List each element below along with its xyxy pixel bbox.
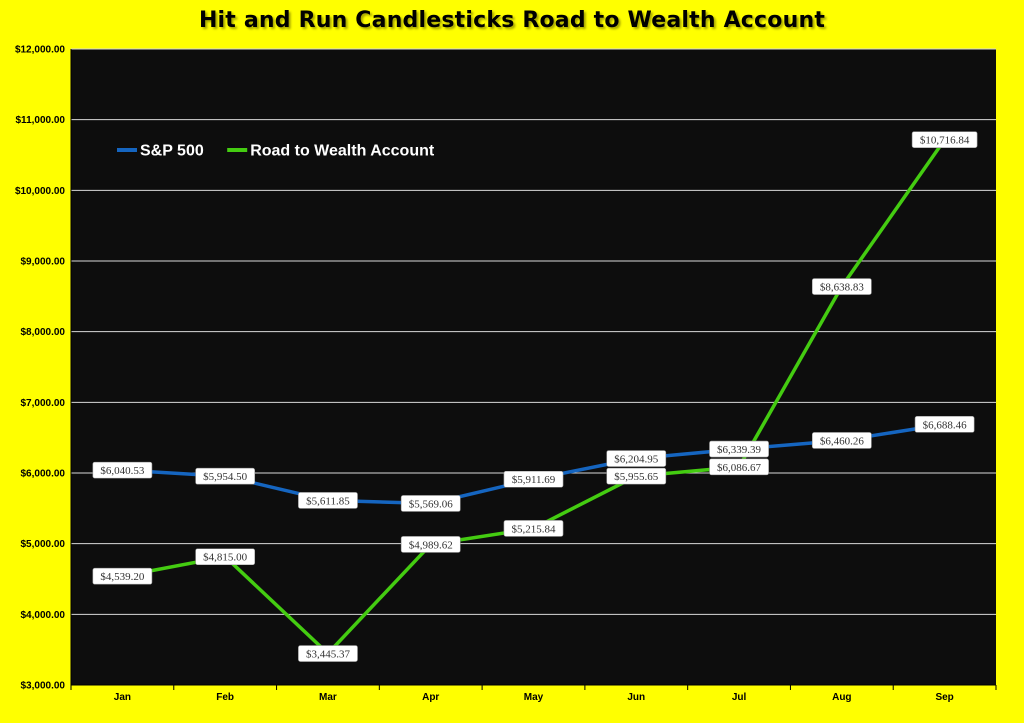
y-tick-label: $10,000.00 <box>15 186 65 197</box>
data-label-text: $6,204.95 <box>614 454 659 466</box>
data-label-text: $5,569.06 <box>409 498 454 510</box>
data-label-box <box>92 567 153 585</box>
legend-label: S&P 500 <box>140 143 204 160</box>
data-label-box <box>811 432 872 449</box>
y-tick-label: $11,000.00 <box>16 115 66 126</box>
data-label: $6,339.39 <box>709 440 769 458</box>
data-label-text: $5,215.84 <box>512 523 557 535</box>
data-label-text: $6,460.26 <box>820 435 865 447</box>
legend: S&P 500 Road to Wealth Account <box>117 143 435 160</box>
data-label-text: $6,040.53 <box>100 465 145 477</box>
data-label-text: $5,611.85 <box>306 495 350 507</box>
data-label-box <box>195 467 256 485</box>
data-label-box <box>298 492 358 509</box>
data-label-box <box>195 548 256 566</box>
x-tick-label: Jun <box>627 692 645 703</box>
data-label-text: $4,539.20 <box>100 571 145 583</box>
data-label-box <box>811 278 872 295</box>
data-label-text: $4,989.62 <box>409 539 453 551</box>
y-tick-label: $6,000.00 <box>21 469 66 480</box>
x-tick-label: Apr <box>422 692 439 703</box>
x-tick-label: Feb <box>216 692 234 703</box>
y-tick-label: $3,000.00 <box>21 681 66 692</box>
data-label: $5,911.69 <box>503 470 564 488</box>
x-tick-label: Sep <box>935 692 953 703</box>
data-label: $10,716.84 <box>911 131 978 148</box>
data-label-box <box>606 450 667 467</box>
data-label-box <box>503 520 564 537</box>
data-label-text: $5,954.50 <box>203 471 248 483</box>
data-label-box <box>606 467 667 485</box>
data-label: $5,954.50 <box>195 467 256 485</box>
data-label: $4,539.20 <box>92 567 153 585</box>
data-label-box <box>914 416 975 433</box>
x-tick-label: Aug <box>832 692 851 703</box>
x-tick-label: Mar <box>319 692 337 703</box>
data-label: $4,989.62 <box>400 536 461 553</box>
data-label-box <box>709 440 769 458</box>
data-label-text: $4,815.00 <box>203 552 248 564</box>
y-tick-label: $5,000.00 <box>21 539 66 550</box>
data-label: $4,815.00 <box>195 548 256 566</box>
data-label-text: $6,086.67 <box>717 462 762 474</box>
data-label-text: $6,688.46 <box>923 419 968 431</box>
data-label-box <box>911 131 978 148</box>
data-label: $6,086.67 <box>709 458 769 476</box>
data-label: $6,688.46 <box>914 416 975 433</box>
data-label: $5,215.84 <box>503 520 564 537</box>
data-label-box <box>400 536 461 553</box>
y-tick-label: $4,000.00 <box>21 610 66 621</box>
data-label-text: $5,955.65 <box>614 471 659 483</box>
data-label: $6,040.53 <box>92 461 153 479</box>
x-tick-label: Jul <box>732 692 747 703</box>
data-labels: $6,040.53 $5,954.50 $5,611.85 $5,569.06 $5,9… <box>92 131 978 662</box>
data-label: $8,638.83 <box>811 278 872 295</box>
y-tick-label: $9,000.00 <box>21 257 66 268</box>
data-label: $5,611.85 <box>298 492 358 509</box>
data-label-text: $8,638.83 <box>820 282 865 294</box>
data-label: $3,445.37 <box>298 645 358 662</box>
y-tick-label: $8,000.00 <box>21 327 66 338</box>
data-label-box <box>709 458 769 476</box>
axes: $3,000.00 $4,000.00 $5,000.00 $6,000.00 $7,0… <box>15 45 997 703</box>
data-label: $6,204.95 <box>606 450 667 467</box>
data-label-box <box>400 495 461 512</box>
plot-area <box>71 49 996 685</box>
x-tick-label: May <box>524 692 544 703</box>
data-label-text: $6,339.39 <box>717 444 762 456</box>
data-label-text: $3,445.37 <box>306 649 351 661</box>
data-label: $5,569.06 <box>400 495 461 512</box>
data-label: $5,955.65 <box>606 467 667 485</box>
data-label-text: $5,911.69 <box>512 474 556 486</box>
data-label-box <box>503 470 564 488</box>
y-tick-label: $7,000.00 <box>21 398 66 409</box>
x-tick-label: Jan <box>114 692 131 703</box>
data-label-box <box>298 645 358 662</box>
data-label: $6,460.26 <box>811 432 872 449</box>
y-tick-label: $12,000.00 <box>15 45 65 56</box>
data-label-text: $10,716.84 <box>920 135 970 147</box>
data-label-box <box>92 461 153 479</box>
chart-title: Hit and Run Candlesticks Road to Wealth … <box>198 8 826 33</box>
legend-label: Road to Wealth Account <box>250 143 435 160</box>
